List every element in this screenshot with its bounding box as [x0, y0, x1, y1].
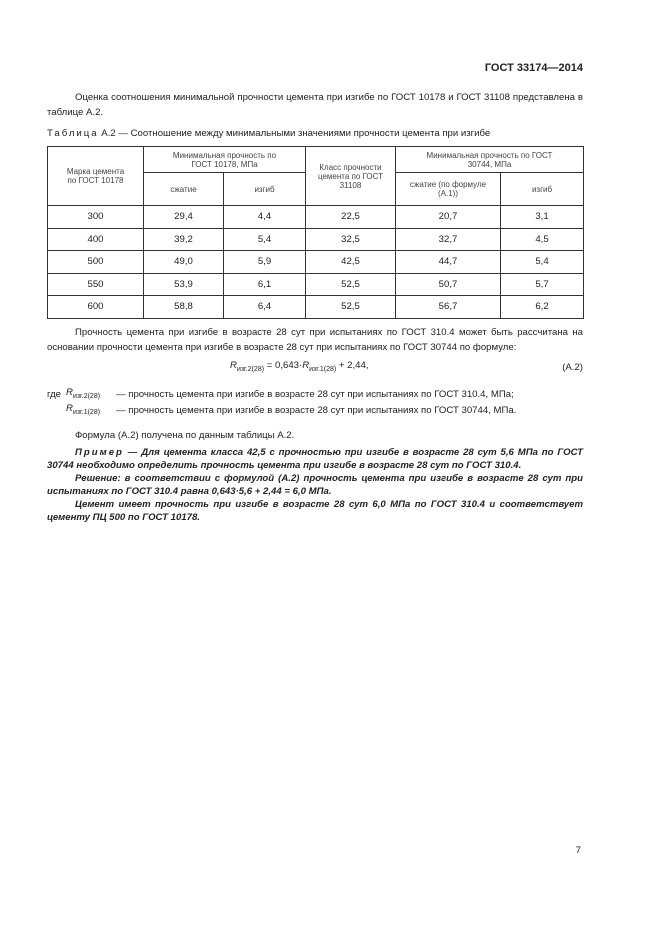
definition-r1: — прочность цемента при изгибе в возраст…: [116, 405, 517, 416]
table-cell: 3,1: [500, 205, 584, 229]
table-cell: 6,4: [223, 295, 306, 319]
paragraph-formula-intro: Прочность цемента при изгибе в возрасте …: [47, 327, 583, 353]
table-cell: 5,4: [223, 227, 306, 251]
table-cell: 52,5: [305, 272, 396, 296]
example-label: Пример: [75, 447, 124, 458]
table-cell: 52,5: [305, 295, 396, 319]
table-cell: 4,4: [223, 205, 306, 229]
formula-sub-2: изг.2(28): [236, 365, 265, 373]
document-header: ГОСТ 33174—2014: [484, 62, 583, 74]
table-cell: 5,7: [500, 272, 584, 296]
formula-r: R: [302, 360, 310, 371]
header-bending-1: изгиб: [223, 172, 306, 206]
table-cell: 53,9: [143, 272, 224, 296]
table-row: 400 39,2 5,4 32,5 32,7 4,5: [47, 227, 584, 251]
header-bending-2: изгиб: [500, 172, 584, 206]
table-row: 600 58,8 6,4 52,5 56,7 6,2: [47, 295, 584, 319]
table-cell: 5,4: [500, 250, 584, 274]
table-cell: 29,4: [143, 205, 224, 229]
formula: Rизг.2(28) = 0,643·Rизг.1(28) + 2,44,: [230, 360, 369, 373]
table-cell: 6,2: [500, 295, 584, 319]
intro-paragraph: Оценка соотношения минимальной прочности…: [47, 92, 583, 118]
table-row: 550 53,9 6,1 52,5 50,7 5,7: [47, 272, 584, 296]
example-solution: Решение: в соответствии с формулой (А.2)…: [47, 473, 583, 497]
caption-label: Таблица: [47, 128, 99, 139]
table-cell: 22,5: [305, 205, 396, 229]
header-min-30744: Минимальная прочность по ГОСТ 30744, МПа: [395, 146, 584, 173]
table-cell: 44,7: [395, 250, 501, 274]
table-cell: 550: [47, 272, 144, 296]
table-cell: 4,5: [500, 227, 584, 251]
symbol-sub: изг.2(28): [72, 392, 101, 400]
table-row: 500 49,0 5,9 42,5 44,7 5,4: [47, 250, 584, 274]
table-caption: Таблица А.2 — Соотношение между минималь…: [47, 126, 583, 141]
table-cell: 20,7: [395, 205, 501, 229]
header-class: Класс прочности цемента по ГОСТ 31108: [305, 146, 396, 206]
table-cell: 5,9: [223, 250, 306, 274]
table-cell: 300: [47, 205, 144, 229]
header-compression-1: сжатие: [143, 172, 224, 206]
example-conclusion: Цемент имеет прочность при изгибе в возр…: [47, 499, 583, 523]
table-row: 300 29,4 4,4 22,5 20,7 3,1: [47, 205, 584, 229]
table-cell: 400: [47, 227, 144, 251]
table-cell: 6,1: [223, 272, 306, 296]
table-cell: 600: [47, 295, 144, 319]
page-number: 7: [575, 845, 581, 856]
table-cell: 58,8: [143, 295, 224, 319]
symbol-sub: изг.1(28): [72, 408, 101, 416]
symbol-r: R: [66, 403, 73, 414]
table-cell: 32,5: [305, 227, 396, 251]
table-cell: 42,5: [305, 250, 396, 274]
table-cell: 50,7: [395, 272, 501, 296]
symbol-r2: Rизг.2(28): [66, 387, 100, 400]
header-mark: Марка цемента по ГОСТ 10178: [47, 146, 144, 206]
data-table: Марка цемента по ГОСТ 10178 Минимальная …: [47, 146, 584, 319]
example-text: — Для цемента класса 42,5 с прочностью п…: [47, 447, 583, 471]
definition-r2: — прочность цемента при изгибе в возраст…: [116, 389, 514, 400]
header-min-10178: Минимальная прочность по ГОСТ 10178, МПа: [143, 146, 306, 173]
where-label: где: [47, 389, 62, 400]
caption-text: А.2 — Соотношение между минимальными зна…: [101, 128, 491, 139]
paragraph-formula-source: Формула (А.2) получена по данным таблицы…: [75, 430, 295, 441]
table-cell: 56,7: [395, 295, 501, 319]
formula-end: + 2,44,: [336, 360, 369, 371]
table-cell: 39,2: [143, 227, 224, 251]
table-cell: 32,7: [395, 227, 501, 251]
formula-mid: = 0,643·: [264, 360, 303, 371]
formula-sub-1: изг.1(28): [309, 365, 337, 373]
table-cell: 500: [47, 250, 144, 274]
symbol-r1: Rизг.1(28): [66, 403, 100, 416]
formula-r: R: [230, 360, 237, 371]
header-compression-2: сжатие (по формуле (А.1)): [395, 172, 501, 206]
formula-number: (А.2): [562, 362, 583, 373]
symbol-r: R: [66, 387, 73, 398]
table-cell: 49,0: [143, 250, 224, 274]
example-block: Пример — Для цемента класса 42,5 с прочн…: [47, 446, 583, 472]
